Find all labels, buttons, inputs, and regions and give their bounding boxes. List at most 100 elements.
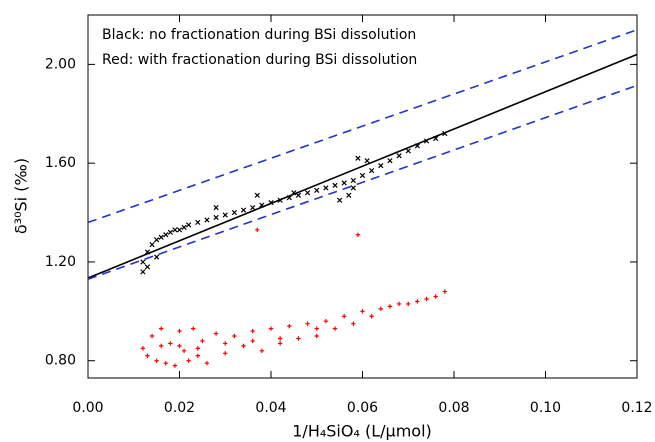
- data-point: [250, 328, 255, 334]
- data-point: [259, 202, 265, 208]
- data-point: [250, 338, 255, 344]
- data-point: [181, 224, 187, 230]
- data-point: [351, 321, 356, 326]
- x-tick-label: 0.08: [438, 400, 469, 416]
- data-point: [186, 222, 192, 228]
- data-point: [176, 227, 183, 233]
- data-point: [287, 323, 292, 329]
- data-point: [304, 190, 311, 196]
- data-point: [140, 259, 146, 265]
- data-point: [254, 192, 260, 198]
- data-point: [332, 326, 338, 331]
- data-point: [240, 207, 247, 213]
- y-axis-label: δ³⁰Si (‰): [12, 158, 31, 234]
- x-tick-label: 0.10: [530, 400, 561, 416]
- data-point: [213, 331, 219, 336]
- data-point: [149, 242, 155, 248]
- data-point: [355, 155, 361, 161]
- data-point: [405, 148, 411, 154]
- data-point: [241, 343, 246, 349]
- data-point: [204, 217, 210, 223]
- annotation: Black: no fractionation during BSi disso…: [102, 27, 416, 43]
- data-point: [159, 326, 164, 331]
- data-point: [415, 299, 420, 304]
- data-point: [231, 209, 238, 216]
- data-point: [378, 306, 383, 312]
- data-point: [369, 314, 374, 319]
- data-point: [414, 143, 421, 149]
- data-point: [341, 180, 347, 186]
- data-point: [406, 301, 411, 307]
- data-point: [360, 309, 365, 314]
- data-point: [159, 343, 164, 349]
- data-point: [154, 358, 159, 363]
- data-point: [314, 333, 319, 339]
- data-point: [158, 234, 164, 240]
- data-point: [167, 229, 173, 235]
- data-point: [346, 192, 352, 198]
- data-point: [332, 182, 338, 189]
- fit-line: [87, 29, 638, 224]
- data-point: [323, 185, 329, 191]
- data-point: [277, 336, 283, 341]
- data-point: [259, 348, 265, 354]
- data-point: [172, 363, 178, 368]
- data-point: [140, 346, 146, 351]
- data-point: [163, 360, 168, 366]
- data-point: [200, 338, 205, 344]
- data-point: [268, 326, 274, 331]
- data-point: [163, 232, 169, 238]
- data-point: [168, 341, 173, 346]
- data-point: [314, 187, 320, 193]
- data-point: [255, 227, 260, 233]
- x-tick-label: 0.00: [72, 400, 103, 416]
- data-point: [232, 333, 237, 339]
- data-point: [222, 212, 228, 218]
- x-tick-label: 0.06: [347, 400, 378, 416]
- y-tick-label: 0.80: [45, 353, 76, 369]
- data-point: [140, 269, 146, 275]
- data-point: [295, 192, 302, 198]
- data-point: [291, 190, 297, 196]
- data-point: [154, 254, 160, 260]
- x-tick-label: 0.12: [621, 400, 652, 416]
- data-point: [177, 328, 182, 334]
- y-tick-label: 1.20: [45, 254, 76, 270]
- data-point: [305, 321, 310, 326]
- data-point: [433, 294, 438, 299]
- data-point: [355, 232, 361, 237]
- x-tick-label: 0.02: [164, 400, 195, 416]
- data-point: [213, 204, 219, 211]
- data-point: [433, 135, 439, 142]
- data-point: [154, 237, 160, 243]
- data-point: [350, 185, 356, 191]
- data-point: [145, 353, 150, 358]
- data-point: [337, 197, 343, 203]
- data-point: [286, 195, 292, 201]
- data-point: [191, 326, 196, 331]
- data-point: [268, 200, 274, 206]
- data-point: [186, 358, 191, 363]
- data-point: [223, 351, 228, 356]
- fit-line: [87, 53, 638, 279]
- data-point: [277, 341, 283, 346]
- data-point: [296, 336, 301, 341]
- y-tick-label: 2.00: [45, 56, 76, 72]
- y-tick-label: 1.60: [45, 155, 76, 171]
- data-point: [314, 326, 319, 331]
- data-point: [387, 158, 393, 164]
- data-point: [195, 353, 200, 358]
- data-point: [350, 177, 356, 184]
- data-point: [323, 319, 329, 324]
- data-point: [177, 343, 182, 349]
- data-point: [424, 296, 429, 302]
- x-tick-label: 0.04: [255, 400, 286, 416]
- data-point: [423, 138, 430, 144]
- data-point: [195, 346, 200, 351]
- data-point: [213, 214, 219, 221]
- data-point: [144, 264, 151, 270]
- data-point: [387, 304, 393, 309]
- data-point: [369, 167, 375, 174]
- data-point: [342, 314, 347, 319]
